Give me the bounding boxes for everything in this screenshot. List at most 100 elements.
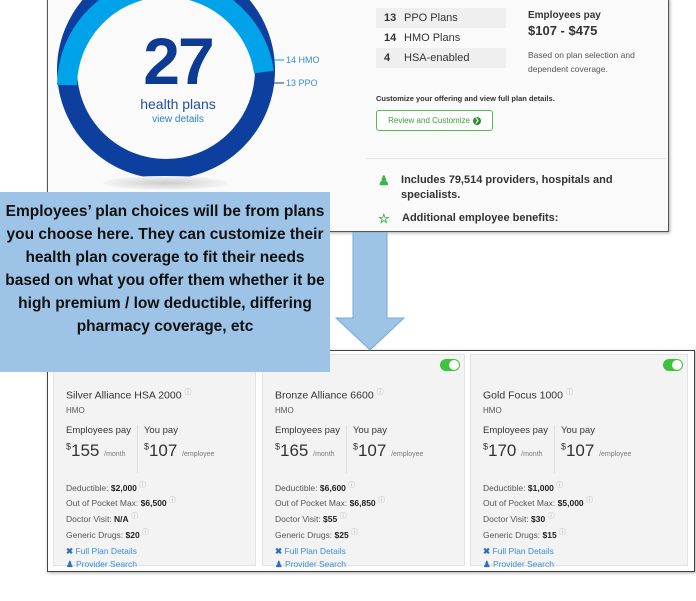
info-icon: ⓘ: [378, 497, 386, 505]
review-customize-label: Review and Customize: [388, 116, 470, 125]
providers-feature: ♟ Includes 79,514 providers, hospitals an…: [378, 173, 658, 203]
info-icon: ⓘ: [559, 528, 567, 536]
plan-type-count: 4: [384, 52, 391, 64]
info-icon[interactable]: ⓘ: [184, 389, 192, 396]
benefits-feature: ☆ Additional employee benefits:: [378, 211, 658, 226]
employee-pay-amount: $165 /month: [275, 440, 335, 460]
oop-row: Out of Pocket Max: $6,850 ⓘ: [275, 497, 386, 509]
expand-icon: ✖: [483, 545, 491, 556]
employees-pay-label: Employees pay: [528, 10, 601, 21]
info-icon: ⓘ: [586, 497, 594, 505]
chevron-right-icon: ❯: [472, 116, 481, 125]
provider-search-link[interactable]: ♟ Provider Search: [275, 558, 346, 569]
view-details-link[interactable]: view details: [152, 114, 204, 125]
ppo-label: 13 PPO: [286, 78, 318, 88]
oop-row: Out of Pocket Max: $5,000 ⓘ: [483, 497, 594, 509]
you-pay-amount: $107 /employee: [560, 440, 632, 460]
employees-pay-label: Employees pay: [483, 424, 548, 436]
doctor-visit-row: Doctor Visit: N/A ⓘ: [66, 513, 139, 524]
info-icon[interactable]: ⓘ: [376, 389, 384, 396]
info-icon: ⓘ: [142, 528, 150, 536]
employees-pay-label: Employees pay: [66, 424, 131, 436]
you-pay-label: You pay: [560, 424, 595, 436]
info-icon: ⓘ: [139, 481, 147, 489]
info-icon: ⓘ: [556, 481, 564, 489]
down-arrow: [334, 232, 406, 351]
oop-row: Out of Pocket Max: $6,500 ⓘ: [66, 497, 177, 509]
plan-details: Deductible: $6,600 ⓘ Out of Pocket Max: …: [275, 479, 452, 542]
donut-shadow: [103, 176, 228, 190]
plan-name: Silver Alliance HSA 2000: [66, 389, 182, 402]
generic-drugs-row: Generic Drugs: $15 ⓘ: [483, 528, 567, 540]
plan-type-label: PPO Plans: [404, 12, 458, 24]
plan-type: HMO: [66, 405, 85, 415]
full-plan-details-link[interactable]: ✖ Full Plan Details: [66, 545, 137, 556]
provider-search-link[interactable]: ♟ Provider Search: [483, 558, 554, 569]
employee-pay-amount: $155 /month: [66, 440, 126, 460]
you-pay-label: You pay: [143, 424, 178, 436]
info-icon: ⓘ: [351, 528, 359, 536]
employees-pay-label: Employees pay: [275, 424, 340, 436]
employees-pay-range: $107 - $475: [528, 23, 598, 38]
plan-details: Deductible: $1,000 ⓘ Out of Pocket Max: …: [483, 479, 675, 542]
plan-select-toggle[interactable]: [440, 359, 460, 371]
full-plan-details-link[interactable]: ✖ Full Plan Details: [275, 545, 346, 556]
plan-type-row: 13 PPO Plans: [376, 8, 506, 28]
deductible-row: Deductible: $6,600 ⓘ: [275, 481, 356, 493]
provider-search-link[interactable]: ♟ Provider Search: [66, 558, 137, 569]
benefits-text: Additional employee benefits:: [402, 212, 559, 224]
plan-card: Bronze Alliance 6600 ⓘ HMO Employees pay…: [262, 354, 465, 569]
people-icon: ♟: [378, 173, 390, 188]
hmo-label: 14 HMO: [286, 55, 320, 65]
plan-type-table: 13 PPO Plans 14 HMO Plans 4 HSA-enabled: [376, 8, 506, 68]
divider: [366, 158, 666, 159]
plan-cards-panel: Silver Alliance HSA 2000 ⓘ HMO Employees…: [47, 350, 695, 572]
deductible-row: Deductible: $1,000 ⓘ: [483, 481, 564, 493]
plan-details: Deductible: $2,000 ⓘ Out of Pocket Max: …: [66, 479, 243, 542]
info-icon: ⓘ: [169, 497, 177, 505]
providers-text: Includes 79,514 providers, hospitals and…: [401, 174, 613, 201]
total-plans-count: 27: [143, 24, 214, 98]
plan-select-toggle[interactable]: [663, 359, 683, 371]
plan-type-count: 14: [384, 32, 397, 44]
plan-type-count: 13: [384, 12, 397, 24]
expand-icon: ✖: [275, 545, 283, 556]
plan-type-row: 4 HSA-enabled: [376, 48, 506, 68]
plan-type: HMO: [275, 405, 294, 415]
plan-type-label: HMO Plans: [404, 32, 461, 44]
plan-name: Bronze Alliance 6600: [275, 389, 374, 402]
info-icon: ⓘ: [547, 513, 555, 521]
plans-donut-chart: [57, 0, 284, 179]
plan-type: HMO: [483, 405, 502, 415]
doctor-visit-row: Doctor Visit: $55 ⓘ: [275, 513, 347, 524]
info-icon: ⓘ: [348, 481, 356, 489]
full-plan-details-link[interactable]: ✖ Full Plan Details: [483, 545, 554, 556]
plan-name: Gold Focus 1000: [483, 389, 563, 402]
person-icon: ♟: [483, 558, 491, 569]
doctor-visit-row: Doctor Visit: $30 ⓘ: [483, 513, 555, 524]
total-plans-label: health plans: [140, 96, 216, 112]
you-pay-amount: $107 /employee: [143, 440, 215, 460]
you-pay-label: You pay: [352, 424, 387, 436]
info-icon: ⓘ: [339, 513, 347, 521]
info-icon[interactable]: ⓘ: [565, 389, 573, 396]
you-pay-amount: $107 /employee: [352, 440, 424, 460]
expand-icon: ✖: [66, 545, 74, 556]
generic-drugs-row: Generic Drugs: $25 ⓘ: [275, 528, 359, 540]
person-icon: ♟: [66, 558, 74, 569]
plan-card: Gold Focus 1000 ⓘ HMO Employees pay $170…: [470, 354, 688, 569]
info-icon: ⓘ: [131, 513, 139, 521]
review-customize-button[interactable]: Review and Customize ❯: [376, 110, 493, 131]
callout-box: Employees’ plan choices will be from pla…: [0, 192, 330, 372]
employee-pay-amount: $170 /month: [483, 440, 543, 460]
customize-text: Customize your offering and view full pl…: [376, 94, 555, 103]
deductible-row: Deductible: $2,000 ⓘ: [66, 481, 147, 493]
plan-type-row: 14 HMO Plans: [376, 28, 506, 48]
plan-type-label: HSA-enabled: [404, 52, 470, 64]
plan-card: Silver Alliance HSA 2000 ⓘ HMO Employees…: [53, 354, 256, 569]
person-icon: ♟: [275, 558, 283, 569]
basis-note: Based on plan selection and dependent co…: [528, 50, 635, 74]
star-icon: ☆: [378, 211, 390, 226]
generic-drugs-row: Generic Drugs: $20 ⓘ: [66, 528, 150, 540]
hmo-arc: [57, 0, 274, 86]
